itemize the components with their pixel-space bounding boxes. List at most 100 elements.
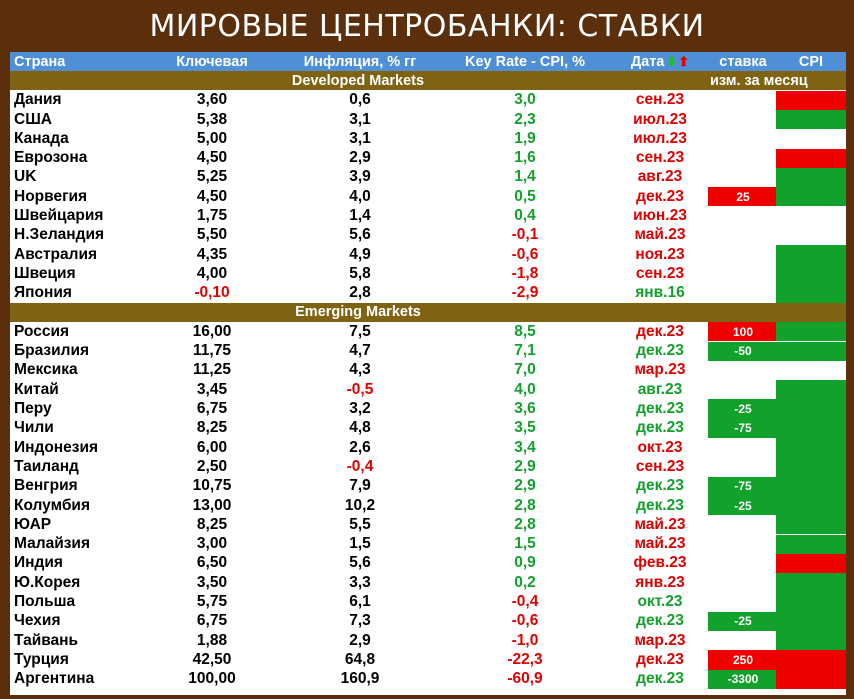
country-name: Россия bbox=[14, 322, 70, 340]
inflation-value: 7,5 bbox=[349, 322, 371, 340]
last-change-date: авг.23 bbox=[637, 168, 683, 186]
last-change-date: ноя.23 bbox=[635, 245, 685, 263]
country-name: UK bbox=[14, 168, 37, 186]
cpi-change-indicator bbox=[776, 206, 846, 225]
rate-minus-cpi: 3,5 bbox=[514, 419, 536, 437]
cpi-change-indicator bbox=[776, 129, 846, 148]
rate-minus-cpi: 1,6 bbox=[514, 149, 536, 167]
key-rate: 6,75 bbox=[196, 612, 228, 630]
rate-change-bps bbox=[708, 129, 778, 148]
table-row: США 5,38 3,1 2,3 июл.23 bbox=[10, 109, 846, 130]
last-change-date: дек.23 bbox=[636, 612, 684, 630]
last-change-date: мар.23 bbox=[634, 361, 686, 379]
last-change-date: мар.23 bbox=[634, 631, 686, 649]
cpi-change-indicator bbox=[776, 341, 846, 361]
inflation-value: 5,6 bbox=[349, 554, 371, 572]
cpi-change-indicator bbox=[776, 148, 846, 168]
rates-table: Страна Ключевая Инфляция, % гг Key Rate … bbox=[10, 52, 846, 695]
rate-change-bps: -25 bbox=[708, 495, 778, 516]
rate-minus-cpi: 7,0 bbox=[514, 361, 536, 379]
inflation-value: 3,9 bbox=[349, 168, 371, 186]
cpi-change-indicator bbox=[776, 361, 846, 380]
key-rate: 11,75 bbox=[193, 342, 231, 360]
cpi-change-indicator bbox=[776, 283, 846, 303]
last-change-date: янв.23 bbox=[635, 573, 685, 591]
last-change-date: дек.23 bbox=[636, 477, 684, 495]
country-name: Чили bbox=[14, 419, 54, 437]
country-name: Норвегия bbox=[14, 187, 88, 205]
rate-minus-cpi: 1,9 bbox=[514, 129, 536, 147]
last-change-date: дек.23 bbox=[636, 322, 684, 340]
last-change-date: дек.23 bbox=[636, 400, 684, 418]
cpi-change-indicator bbox=[776, 226, 846, 245]
key-rate: 3,60 bbox=[196, 91, 228, 109]
rate-change-bps: -25 bbox=[708, 399, 778, 419]
cpi-change-indicator bbox=[776, 495, 846, 516]
cpi-change-indicator bbox=[776, 457, 846, 477]
header-cpi: CPI bbox=[798, 53, 824, 70]
country-name: Индонезия bbox=[14, 438, 99, 456]
country-name: Колумбия bbox=[14, 496, 91, 514]
country-name: Канада bbox=[14, 129, 69, 147]
key-rate: 4,00 bbox=[196, 264, 228, 282]
country-name: Бразилия bbox=[14, 342, 90, 360]
key-rate: 3,50 bbox=[196, 573, 228, 591]
country-name: Китай bbox=[14, 380, 59, 398]
table-row: Россия 16,00 7,5 8,5 дек.23 100 bbox=[10, 322, 846, 342]
inflation-value: 2,9 bbox=[349, 631, 371, 649]
key-rate: 8,25 bbox=[196, 515, 228, 533]
last-change-date: июл.23 bbox=[633, 129, 687, 147]
country-name: Венгрия bbox=[14, 477, 78, 495]
rate-minus-cpi: 0,5 bbox=[514, 187, 536, 205]
rate-change-bps bbox=[708, 535, 778, 554]
rate-change-bps: -75 bbox=[708, 418, 778, 438]
inflation-value: 4,3 bbox=[349, 361, 371, 379]
last-change-date: дек.23 bbox=[636, 496, 684, 514]
inflation-value: 5,5 bbox=[349, 515, 371, 533]
rate-change-bps bbox=[708, 284, 778, 303]
last-change-date: янв.16 bbox=[635, 284, 685, 302]
key-rate: 2,50 bbox=[196, 457, 228, 475]
key-rate: 6,50 bbox=[196, 554, 228, 572]
last-change-date: дек.23 bbox=[636, 419, 684, 437]
last-change-date: дек.23 bbox=[636, 187, 684, 205]
table-row: Турция 42,50 64,8 -22,3 дек.23 250 bbox=[10, 650, 846, 670]
key-rate: 8,25 bbox=[196, 419, 228, 437]
rate-change-bps: 25 bbox=[708, 187, 778, 207]
last-change-date: дек.23 bbox=[636, 650, 684, 668]
rate-change-bps: 250 bbox=[708, 650, 778, 670]
country-name: ЮАР bbox=[14, 515, 52, 533]
inflation-value: 3,3 bbox=[349, 573, 371, 591]
country-name: Аргентина bbox=[14, 670, 95, 688]
country-name: Перу bbox=[14, 400, 52, 418]
inflation-value: 3,1 bbox=[349, 129, 371, 147]
rate-minus-cpi: -1,8 bbox=[511, 264, 539, 282]
rate-minus-cpi: 8,5 bbox=[514, 322, 536, 340]
inflation-value: 4,0 bbox=[349, 187, 371, 205]
rate-minus-cpi: -0,6 bbox=[511, 612, 539, 630]
table-row: Австралия 4,35 4,9 -0,6 ноя.23 bbox=[10, 245, 846, 265]
table-row: Япония -0,10 2,8 -2,9 янв.16 bbox=[10, 283, 846, 303]
rate-change-bps bbox=[708, 457, 778, 476]
last-change-date: сен.23 bbox=[635, 149, 685, 167]
last-change-date: окт.23 bbox=[637, 438, 683, 456]
key-rate: 42,50 bbox=[192, 650, 232, 668]
rate-minus-cpi: -0,6 bbox=[511, 245, 539, 263]
rate-minus-cpi: 1,4 bbox=[514, 168, 536, 186]
section-label: Developed Markets bbox=[291, 72, 425, 89]
cpi-change-indicator bbox=[776, 90, 846, 110]
rate-minus-cpi: -0,4 bbox=[511, 593, 539, 611]
inflation-value: 1,4 bbox=[349, 207, 371, 225]
key-rate: -0,10 bbox=[194, 284, 230, 302]
table-row: ЮАР 8,25 5,5 2,8 май.23 bbox=[10, 515, 846, 535]
country-name: Н.Зеландия bbox=[14, 226, 105, 244]
table-row: Индонезия 6,00 2,6 3,4 окт.23 bbox=[10, 438, 846, 458]
table-row: Колумбия 13,00 10,2 2,8 дек.23 -25 bbox=[10, 495, 846, 516]
country-name: Таиланд bbox=[14, 457, 79, 475]
cpi-change-indicator bbox=[776, 187, 846, 207]
cpi-change-indicator bbox=[776, 515, 846, 535]
cpi-change-indicator bbox=[776, 109, 846, 130]
inflation-value: 4,9 bbox=[349, 245, 371, 263]
arrow-up-icon: ⬆ bbox=[678, 53, 690, 69]
key-rate: 6,00 bbox=[196, 438, 228, 456]
